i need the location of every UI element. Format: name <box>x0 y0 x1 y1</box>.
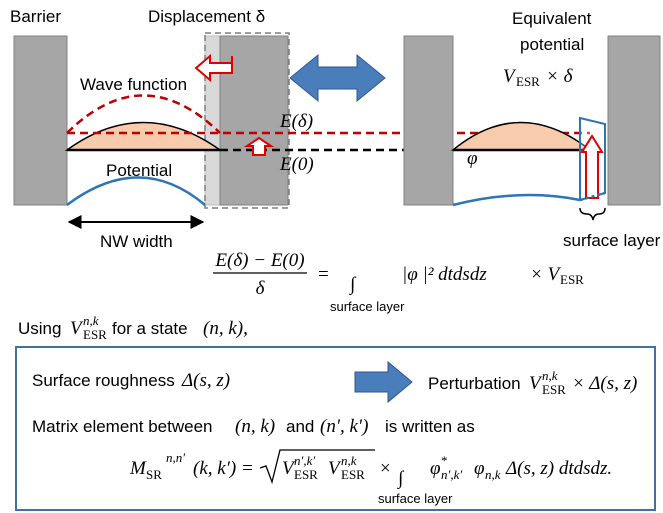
label: E(0) <box>279 154 314 175</box>
eq-equals: = <box>318 264 329 285</box>
box-text: is written as <box>385 417 475 436</box>
box-math: ESR <box>294 467 318 482</box>
barrier-right <box>219 35 289 206</box>
label: Equivalent <box>512 9 592 28</box>
label: Potential <box>106 161 172 180</box>
box-text: Perturbation <box>428 374 521 393</box>
box-math: n,n′ <box>166 450 185 465</box>
box-math: ∫ <box>397 468 405 490</box>
using-rest: for a state <box>112 319 188 338</box>
using-sub: ESR <box>83 327 107 342</box>
label: φ <box>467 148 478 169</box>
label: Displacement δ <box>148 7 265 26</box>
label: Wave function <box>80 75 187 94</box>
wave-shifted <box>66 94 221 134</box>
eq-denominator: δ <box>256 278 266 299</box>
eq-times: × V <box>530 264 562 285</box>
wave-hump <box>64 121 223 151</box>
potential-curve <box>66 176 206 206</box>
label: V <box>503 66 517 87</box>
eq-limit: surface layer <box>330 299 405 314</box>
label: ESR <box>516 74 540 89</box>
equivalence-arrow <box>289 53 386 103</box>
box-text: Surface roughness <box>32 371 175 390</box>
box-math: M <box>129 458 147 479</box>
box-text: n,k <box>542 368 558 383</box>
displacement-outline <box>204 32 290 209</box>
box-math: n′,k′ <box>294 453 315 468</box>
arrow <box>354 360 413 404</box>
box-text: × Δ(s, z) <box>572 373 637 394</box>
box-math: (k, k′) = <box>193 458 254 479</box>
box-text: and <box>286 417 314 436</box>
box-math: φ <box>430 458 441 479</box>
eq-sub: ESR <box>560 272 584 287</box>
box-math: ESR <box>341 467 365 482</box>
barrier-left-2 <box>403 35 454 206</box>
box-math: SR <box>146 467 162 482</box>
box-math: × <box>380 458 391 479</box>
eq-numerator: E(δ) − E(0) <box>214 250 304 271</box>
box-math: n,k <box>341 453 357 468</box>
box-text: V <box>529 373 543 394</box>
label: Barrier <box>10 7 61 26</box>
shift-arrow <box>194 53 233 83</box>
using-v: V <box>70 318 84 339</box>
using-sup: n,k <box>83 313 99 328</box>
sqrt <box>259 449 375 485</box>
potential-arrow <box>580 134 604 199</box>
label: E(δ) <box>279 111 313 132</box>
label: potential <box>520 35 584 54</box>
box-math: V <box>282 458 296 479</box>
box-text: (n, k) <box>235 416 275 437</box>
potential-curve-2 <box>452 193 581 207</box>
box-math: Δ(s, z) dtdsdz. <box>505 458 612 479</box>
box-text: Δ(s, z) <box>181 370 230 391</box>
barrier-right-2 <box>607 35 661 206</box>
box-limit: surface layer <box>378 491 453 506</box>
box-text: (n′, k′) <box>320 416 368 437</box>
box-math: φ <box>474 458 485 479</box>
box-math: n′,k′ <box>441 467 462 482</box>
box-text: Matrix element between <box>32 417 212 436</box>
label: NW width <box>100 232 173 251</box>
using-state: (n, k), <box>203 318 248 339</box>
wave-hump-2 <box>450 121 593 151</box>
potential-dotted <box>579 191 606 202</box>
brace <box>579 207 606 221</box>
box-math: n,k <box>485 467 501 482</box>
barrier-left <box>13 35 68 206</box>
box-math: V <box>328 458 342 479</box>
label: surface layer <box>563 231 661 250</box>
eq-integrand: |φ |² dtdsdz <box>402 264 487 285</box>
level-arrow <box>243 136 275 156</box>
using: Using <box>18 319 61 338</box>
box-math: * <box>441 453 448 468</box>
box-text: ESR <box>542 382 566 397</box>
eq-integral: ∫ <box>349 274 357 296</box>
label: × δ <box>546 66 574 87</box>
info-box <box>15 346 656 511</box>
